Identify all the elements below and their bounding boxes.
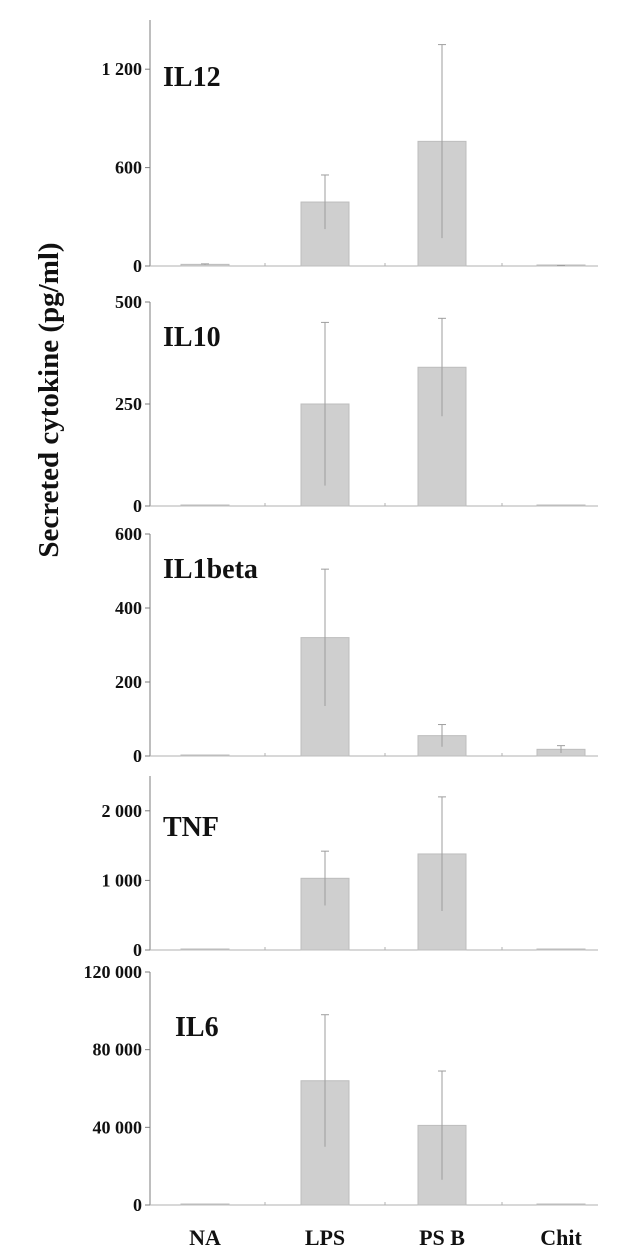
bar-na [180,504,230,507]
panel-title: IL10 [163,322,221,353]
panel-title: IL1beta [163,554,258,585]
y-tick-label: 0 [133,496,142,516]
y-tick-label: 40 000 [93,1117,143,1137]
y-tick-label: 2 000 [102,801,143,821]
panel-0: 0 600 1 200 IL12 [102,20,598,276]
panel-title: IL6 [175,1012,219,1043]
y-tick-label: 600 [115,524,142,544]
y-tick-label: 250 [115,394,142,414]
panel-3: 0 1 000 2 000 TNF [102,776,598,960]
bar-na [180,754,230,757]
y-tick-label: 120 000 [84,962,143,982]
panel-title: IL12 [163,62,221,93]
y-tick-label: 0 [133,256,142,276]
y-tick-label: 500 [115,292,142,312]
bar-na [180,1203,230,1206]
panel-title: TNF [163,812,219,843]
bar-chit [536,948,586,951]
category-label: LPS [305,1225,345,1250]
y-tick-label: 1 000 [102,870,143,890]
chart-panels: 0 600 1 200 IL12 0 250 500 IL10 0 200 400 600 IL1bet… [84,20,598,1215]
panel-4: 0 40 000 80 000 120 000 IL6 [84,962,598,1215]
y-tick-label: 80 000 [93,1040,143,1060]
y-tick-label: 200 [115,672,142,692]
y-tick-label: 1 200 [102,59,143,79]
y-tick-label: 600 [115,158,142,178]
y-tick-label: 0 [133,940,142,960]
category-label: Chit [540,1225,582,1250]
panel-1: 0 250 500 IL10 [115,292,598,516]
bar-chit [536,504,586,507]
y-axis-label: Secreted cytokine (pg/ml) [33,242,65,557]
y-tick-label: 0 [133,1195,142,1215]
category-axis-labels: NA LPS PS B Chit [189,1225,582,1250]
category-label: PS B [419,1225,465,1250]
bar-na [180,948,230,951]
y-tick-label: 0 [133,746,142,766]
category-label: NA [189,1225,221,1250]
bar-chit [536,1203,586,1206]
panel-2: 0 200 400 600 IL1beta [115,524,598,766]
y-tick-label: 400 [115,598,142,618]
